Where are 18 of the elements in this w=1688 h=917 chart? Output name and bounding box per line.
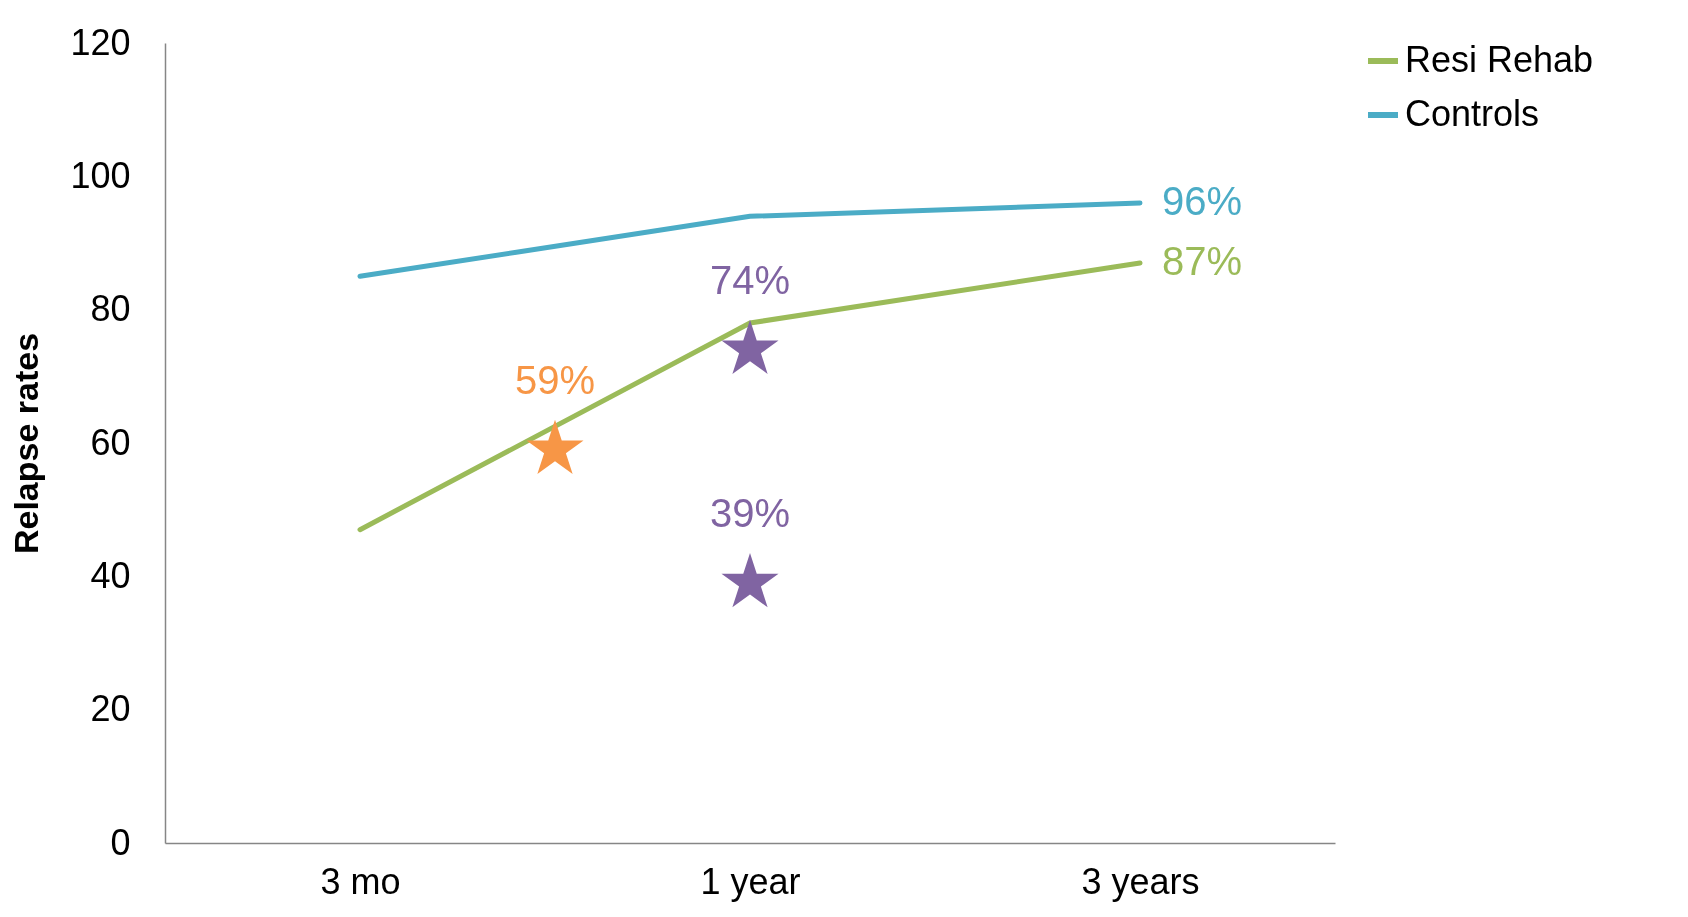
legend-label: Resi Rehab xyxy=(1405,39,1594,80)
x-tick-label: 3 mo xyxy=(320,860,401,902)
y-tick-label: 40 xyxy=(90,554,131,596)
y-tick-label: 120 xyxy=(70,21,131,63)
y-axis-title: Relapse rates xyxy=(7,332,46,555)
data-label: 59% xyxy=(514,357,596,402)
data-label: 39% xyxy=(709,491,791,535)
legend-label: Controls xyxy=(1405,93,1540,134)
y-tick-label: 100 xyxy=(70,154,131,196)
x-tick-label: 3 years xyxy=(1081,860,1200,902)
x-tick-label: 1 year xyxy=(700,860,801,902)
y-tick-label: 80 xyxy=(90,288,131,330)
data-label: 96% xyxy=(1162,179,1243,223)
data-label: 87% xyxy=(1162,239,1243,283)
y-tick-label: 60 xyxy=(90,421,131,463)
y-tick-label: 20 xyxy=(90,688,131,730)
y-tick-label: 0 xyxy=(110,821,131,863)
data-label: 74% xyxy=(709,257,791,302)
